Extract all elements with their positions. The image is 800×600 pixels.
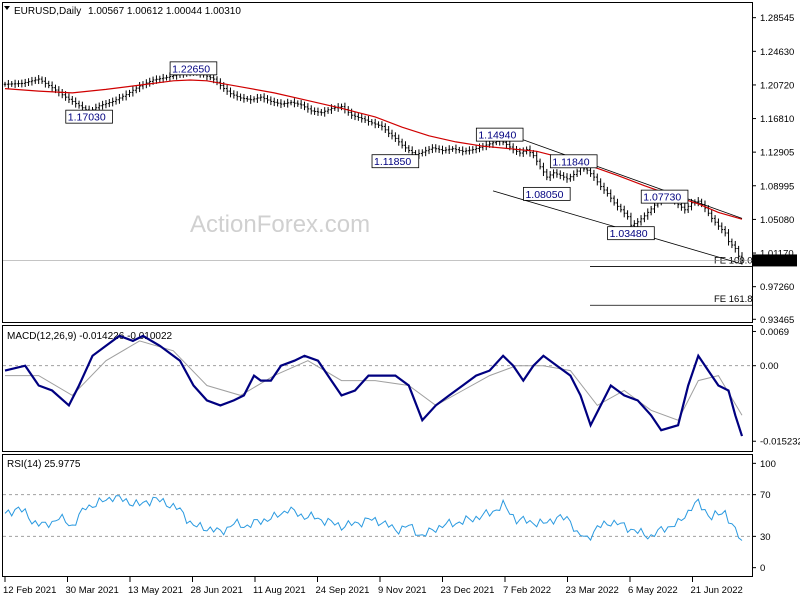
time-tick-label: 13 May 2021 xyxy=(128,585,183,596)
moving-average-line xyxy=(4,79,743,220)
rsi-tick-label: 30 xyxy=(760,532,771,543)
price-annotation-label: 1.17030 xyxy=(68,112,106,124)
price-tick-label: 1.05080 xyxy=(760,215,794,226)
last-price-label: 1.00310 xyxy=(756,256,790,267)
rsi-tick-label: 100 xyxy=(760,459,776,470)
price-annotation-box xyxy=(65,109,113,124)
time-axis: 12 Feb 2021 30 Mar 2021 13 May 2021 28 Jun … xyxy=(3,577,743,596)
macd-signal-line xyxy=(5,340,743,421)
price-annotation-box xyxy=(475,127,524,142)
rsi-panel: RSI(14) 25.9775 100 70 30 0 xyxy=(3,459,776,574)
time-tick-label: 6 May 2022 xyxy=(628,585,678,596)
price-panel: 1.28545 1.24630 1.20720 1.16810 1.12905 1.089… xyxy=(3,13,797,326)
price-annotation-label: 1.03480 xyxy=(610,228,648,240)
time-tick-label: 24 Sep 2021 xyxy=(316,585,370,596)
price-annotation-label: 1.22650 xyxy=(172,63,210,75)
price-annotation-label: 1.11840 xyxy=(552,156,589,168)
time-tick-label: 7 Feb 2022 xyxy=(503,585,551,596)
price-annotation-box xyxy=(523,186,571,201)
price-annotation-label: 1.11850 xyxy=(374,156,411,168)
channel-upper-line xyxy=(509,134,743,219)
time-tick-label: 11 Aug 2021 xyxy=(253,585,306,596)
time-tick-label: 12 Feb 2021 xyxy=(3,585,56,596)
price-annotation-box xyxy=(640,189,689,204)
macd-tick-label: 0.00 xyxy=(760,361,779,372)
price-annotation-box xyxy=(371,154,420,169)
chart-header-ohlc: 1.00567 1.00612 1.00044 1.00310 xyxy=(88,6,241,17)
time-tick-label: 9 Nov 2021 xyxy=(378,585,427,596)
price-tick-label: 1.08995 xyxy=(760,181,794,192)
rsi-tick-label: 70 xyxy=(760,490,771,501)
price-tick-label: 1.20720 xyxy=(760,80,794,91)
macd-tick-label: 0.0069 xyxy=(760,327,789,338)
time-tick-label: 23 Dec 2021 xyxy=(441,585,495,596)
time-tick-label: 30 Mar 2021 xyxy=(66,585,119,596)
price-annotation-box xyxy=(549,154,598,169)
macd-tick-label: -0.015232 xyxy=(760,437,800,448)
macd-panel: MACD(12,26,9) -0.014226 -0.010022 0.0069 0… xyxy=(3,327,800,448)
price-tick-label: 0.97260 xyxy=(760,282,794,293)
macd-line xyxy=(4,334,744,437)
time-tick-label: 23 Mar 2022 xyxy=(566,585,619,596)
chart-header-symbol: EURUSD,Daily xyxy=(14,6,81,17)
price-annotation-label: 1.08050 xyxy=(525,189,563,201)
rsi-line xyxy=(4,495,743,542)
price-annotation-box xyxy=(169,61,218,76)
price-tick-label: 1.16810 xyxy=(760,114,794,125)
price-tick-label: 1.24630 xyxy=(760,47,794,58)
time-tick-label: 28 Jun 2021 xyxy=(191,585,243,596)
frame xyxy=(2,2,753,577)
price-tick-label: 1.12905 xyxy=(760,148,794,159)
last-price-tag xyxy=(753,254,797,267)
price-annotation-label: 1.07730 xyxy=(643,192,681,204)
time-tick-label: 21 Jun 2022 xyxy=(691,585,743,596)
price-tick-label: 1.28545 xyxy=(760,13,794,24)
watermark: ActionForex.com xyxy=(190,211,370,238)
macd-title: MACD(12,26,9) -0.014226 -0.010022 xyxy=(7,331,173,342)
price-annotation-box xyxy=(607,226,655,241)
fib-level-label: FE 161.8 xyxy=(714,294,753,305)
menu-triangle-icon[interactable] xyxy=(4,6,10,10)
price-annotation-label: 1.14940 xyxy=(478,130,516,142)
price-tick-label: 1.01170 xyxy=(760,249,794,260)
rsi-tick-label: 0 xyxy=(760,563,765,574)
rsi-title: RSI(14) 25.9775 xyxy=(7,459,81,470)
price-tick-label: 0.93465 xyxy=(760,315,794,326)
